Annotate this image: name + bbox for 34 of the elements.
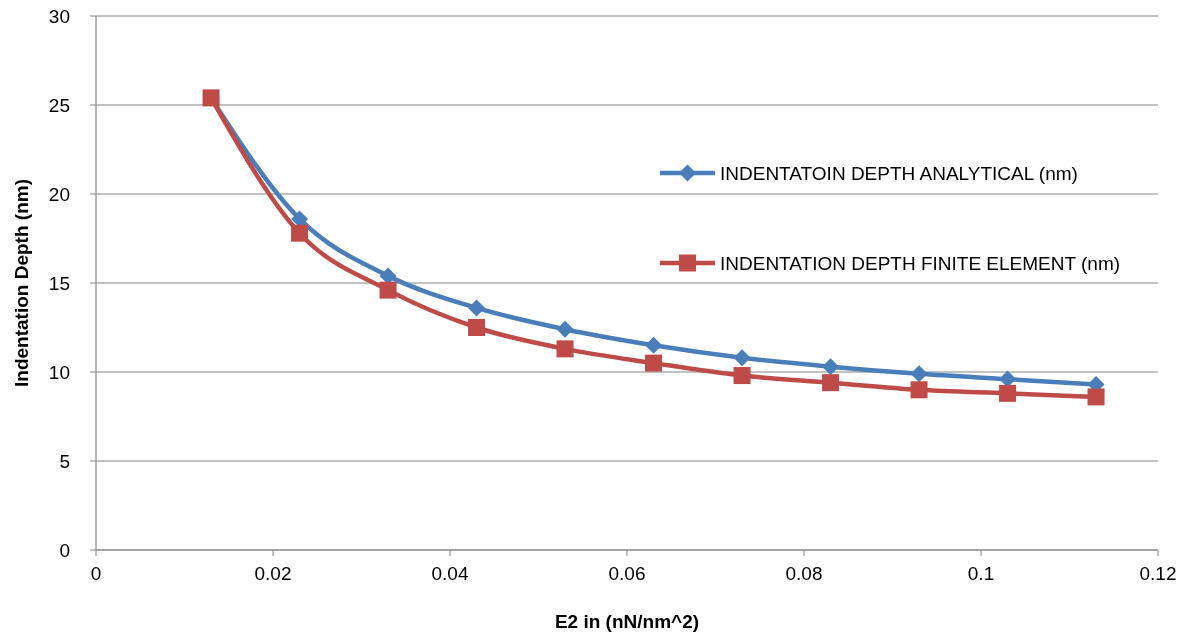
y-tick-label: 30	[48, 6, 70, 27]
point	[379, 281, 397, 299]
legend-label: INDENTATOIN DEPTH ANALYTICAL (nm)	[720, 163, 1078, 184]
point	[645, 354, 663, 372]
point	[910, 365, 928, 383]
point	[556, 340, 574, 358]
point	[999, 384, 1017, 402]
x-tick-label: 0.04	[431, 563, 469, 584]
y-tick-label: 5	[59, 451, 70, 472]
point	[822, 374, 840, 392]
point	[645, 336, 663, 354]
y-tick-label: 15	[48, 273, 70, 294]
y-axis-title: Indentation Depth (nm)	[11, 179, 32, 387]
point	[822, 358, 840, 376]
point	[291, 224, 309, 242]
point	[1087, 388, 1105, 406]
point	[468, 299, 486, 317]
y-tick-label: 10	[48, 362, 70, 383]
y-tick-label: 25	[48, 95, 70, 116]
point	[468, 319, 486, 336]
x-tick-label: 0.08	[785, 563, 823, 584]
point	[910, 381, 928, 399]
y-tick-label: 20	[48, 184, 70, 205]
x-tick-label: 0	[90, 563, 102, 584]
x-tick-label: 0.1	[967, 563, 995, 584]
point	[733, 367, 751, 385]
x-tick-label: 0.06	[608, 563, 646, 584]
x-tick-label: 0.02	[254, 563, 292, 584]
x-tick-label: 0.12	[1139, 563, 1177, 584]
point	[556, 320, 574, 338]
y-tick-label: 0	[59, 540, 70, 561]
legend-label: INDENTATION DEPTH FINITE ELEMENT (nm)	[720, 253, 1121, 274]
x-axis-title: E2 in (nN/nm^2)	[554, 611, 700, 632]
point	[733, 349, 751, 367]
